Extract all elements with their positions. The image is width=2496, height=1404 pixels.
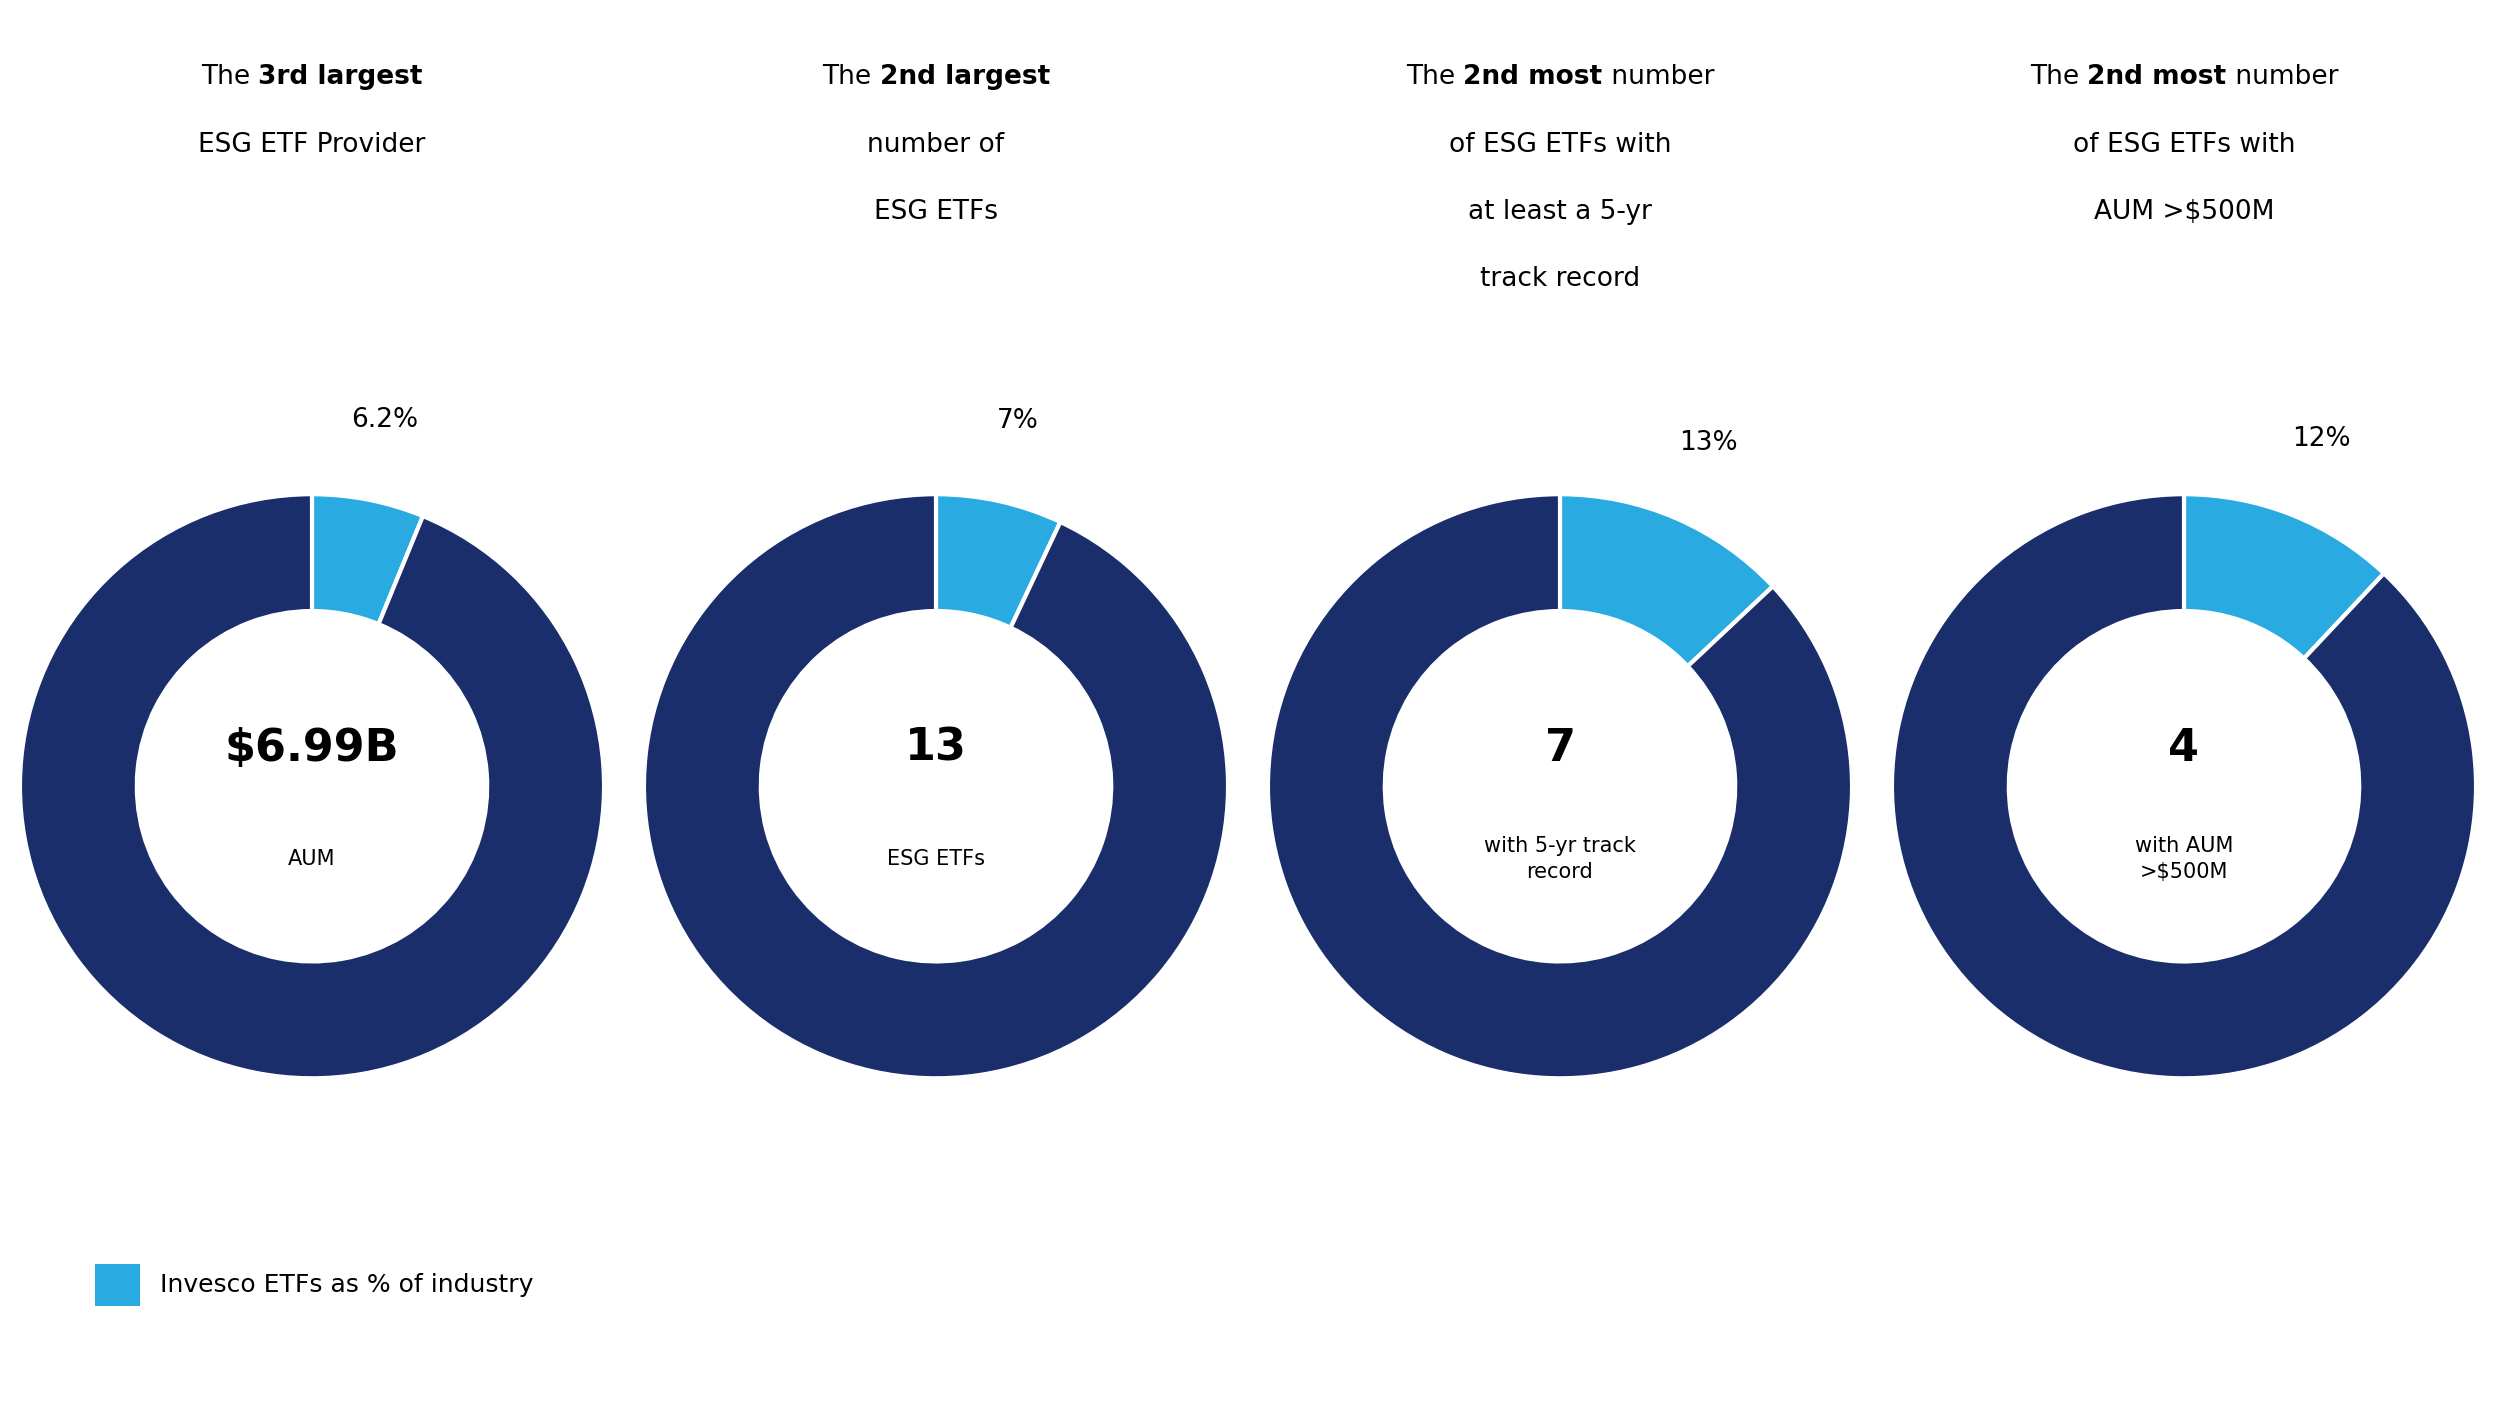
Text: of ESG ETFs with: of ESG ETFs with <box>1448 132 1672 157</box>
Wedge shape <box>1560 494 1772 667</box>
Text: 7%: 7% <box>996 409 1038 434</box>
Text: track record: track record <box>1480 267 1640 292</box>
Text: The: The <box>2029 65 2087 90</box>
Text: 13%: 13% <box>1680 430 1737 456</box>
Text: The: The <box>821 65 879 90</box>
Text: at least a 5-yr: at least a 5-yr <box>1468 199 1652 225</box>
Text: of ESG ETFs with: of ESG ETFs with <box>2072 132 2296 157</box>
Text: The: The <box>202 65 260 90</box>
Text: 6.2%: 6.2% <box>352 407 417 432</box>
Wedge shape <box>644 494 1228 1078</box>
Text: 7: 7 <box>1545 727 1575 769</box>
Text: Invesco ETFs as % of industry: Invesco ETFs as % of industry <box>160 1272 534 1297</box>
Text: ESG ETFs: ESG ETFs <box>874 199 998 225</box>
Wedge shape <box>1892 494 2476 1078</box>
Wedge shape <box>312 494 422 625</box>
Text: number: number <box>1602 65 1715 90</box>
Text: AUM: AUM <box>287 849 337 869</box>
Wedge shape <box>936 494 1061 628</box>
Text: 2nd largest: 2nd largest <box>879 65 1051 90</box>
Text: 3rd largest: 3rd largest <box>260 65 422 90</box>
Text: AUM >$500M: AUM >$500M <box>2094 199 2274 225</box>
Wedge shape <box>2184 494 2384 658</box>
Wedge shape <box>20 494 604 1078</box>
Text: ESG ETFs: ESG ETFs <box>886 849 986 869</box>
Text: ESG ETF Provider: ESG ETF Provider <box>197 132 427 157</box>
Text: $6.99B: $6.99B <box>225 727 399 769</box>
Text: with 5-yr track
record: with 5-yr track record <box>1485 835 1635 883</box>
Text: number of: number of <box>869 132 1003 157</box>
Wedge shape <box>1268 494 1852 1078</box>
Text: 12%: 12% <box>2291 425 2351 452</box>
Text: with AUM
>$500M: with AUM >$500M <box>2134 835 2234 883</box>
Text: 4: 4 <box>2169 727 2199 769</box>
Text: 2nd most: 2nd most <box>2087 65 2226 90</box>
Text: 2nd most: 2nd most <box>1463 65 1602 90</box>
Text: number: number <box>2226 65 2339 90</box>
Text: The: The <box>1405 65 1463 90</box>
Text: 13: 13 <box>906 727 966 769</box>
